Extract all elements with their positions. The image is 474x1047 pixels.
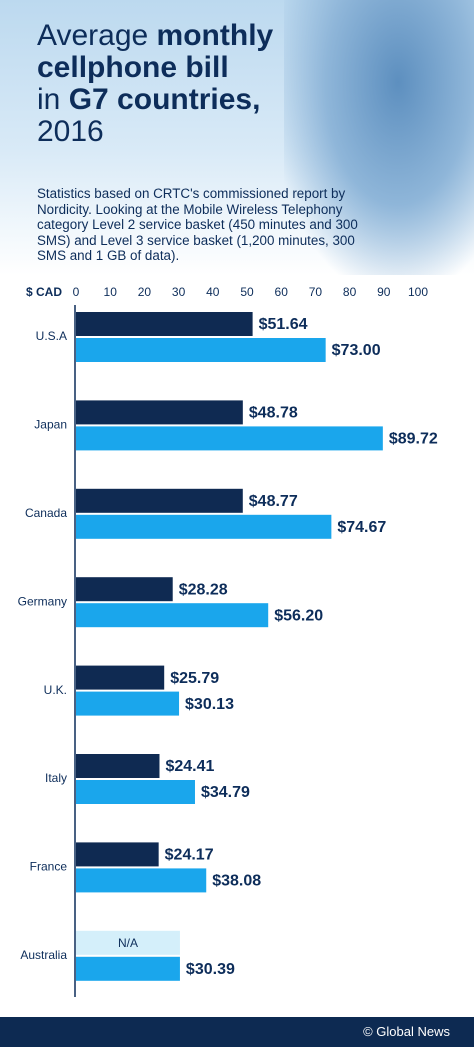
bar	[76, 400, 243, 425]
value-label: $48.77	[249, 493, 298, 510]
x-tick-label: 30	[172, 285, 186, 299]
subtitle: Statistics based on CRTC's commissioned …	[37, 186, 358, 263]
title-part: 2016	[37, 115, 104, 148]
value-label: $24.17	[165, 847, 214, 864]
x-tick-label: 60	[275, 285, 289, 299]
na-bar	[76, 930, 180, 955]
footer: © Global News	[0, 1017, 474, 1047]
value-label: $56.20	[274, 607, 323, 624]
value-label: $48.78	[249, 405, 298, 422]
value-label: N/A	[118, 936, 138, 950]
bar	[76, 754, 160, 778]
x-tick-label: 100	[408, 285, 428, 299]
title-part: cellphone bill	[37, 51, 229, 84]
x-tick-label: 80	[343, 285, 357, 299]
chart-title: Average monthly cellphone bill in G7 cou…	[37, 20, 273, 148]
bar	[76, 868, 207, 893]
value-label: $34.79	[201, 784, 250, 801]
y-tick-label: Germany	[18, 594, 67, 608]
value-label: $30.39	[186, 961, 235, 978]
x-tick-label: 90	[377, 285, 391, 299]
value-label: $38.08	[212, 873, 261, 890]
y-tick-label: Australia	[20, 948, 67, 962]
x-axis-label: $ CAD	[26, 285, 62, 299]
title-part: G7 countries,	[68, 83, 261, 116]
chart: $ CAD 0 10 20 30 40 50 60 70 80 90 100 U.S.A $51.64 $7…	[18, 285, 438, 997]
x-tick-label: 10	[104, 285, 118, 299]
y-tick-label: Japan	[34, 418, 67, 432]
value-label: $24.41	[165, 758, 214, 775]
value-label: $73.00	[332, 342, 381, 359]
bar	[76, 956, 180, 981]
value-label: $89.72	[389, 431, 438, 448]
x-tick-label: 70	[309, 285, 323, 299]
bar	[76, 780, 195, 804]
photo	[284, 0, 474, 275]
value-label: $51.64	[259, 316, 308, 333]
bar	[76, 488, 243, 513]
bar	[76, 577, 173, 602]
x-tick-label: 0	[73, 285, 80, 299]
bar	[76, 338, 326, 362]
bar	[76, 514, 332, 539]
title-part: monthly	[156, 19, 274, 52]
bar	[76, 842, 159, 867]
source: © Global News	[363, 1024, 450, 1039]
header: Average monthly cellphone bill in G7 cou…	[0, 0, 474, 275]
y-tick-label: U.S.A	[36, 329, 67, 343]
bar	[76, 691, 180, 716]
value-label: $28.28	[179, 581, 228, 598]
x-tick-label: 20	[138, 285, 152, 299]
y-tick-label: France	[30, 860, 68, 874]
title-part: Average	[37, 19, 149, 52]
bar	[76, 665, 165, 690]
bar	[76, 426, 383, 451]
y-tick-label: Canada	[25, 506, 67, 520]
bar	[76, 603, 269, 628]
x-tick-label: 40	[206, 285, 220, 299]
y-tick-label: U.K.	[44, 683, 67, 697]
value-label: $74.67	[337, 519, 386, 536]
title-part: in	[37, 83, 61, 116]
value-label: $30.13	[185, 696, 234, 713]
y-tick-label: Italy	[45, 771, 67, 785]
x-tick-label: 50	[240, 285, 254, 299]
value-label: $25.79	[170, 670, 219, 687]
bar	[76, 312, 253, 336]
